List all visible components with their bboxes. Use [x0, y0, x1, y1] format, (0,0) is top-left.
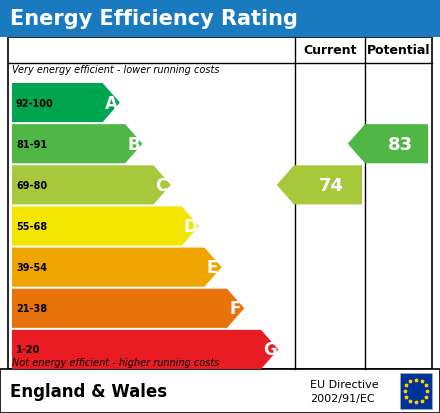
- Bar: [0, 369, 440, 413]
- Text: 74: 74: [319, 176, 344, 195]
- Text: 83: 83: [387, 135, 413, 153]
- Text: A: A: [105, 94, 117, 112]
- Text: England & Wales: England & Wales: [10, 382, 167, 400]
- Text: 92-100: 92-100: [16, 98, 54, 108]
- Text: 2002/91/EC: 2002/91/EC: [310, 393, 374, 403]
- Text: Potential: Potential: [367, 44, 430, 57]
- Bar: [400, 373, 432, 409]
- Bar: [8, 38, 432, 369]
- Text: 69-80: 69-80: [16, 180, 47, 190]
- Text: 39-54: 39-54: [16, 263, 47, 273]
- Polygon shape: [12, 125, 143, 164]
- Text: EU Directive: EU Directive: [310, 379, 379, 389]
- Polygon shape: [277, 166, 362, 205]
- Polygon shape: [12, 84, 120, 123]
- Text: 81-91: 81-91: [16, 139, 47, 150]
- Text: D: D: [184, 218, 198, 235]
- Text: G: G: [263, 341, 277, 358]
- Text: Not energy efficient - higher running costs: Not energy efficient - higher running co…: [12, 357, 220, 367]
- Polygon shape: [12, 166, 171, 205]
- Polygon shape: [12, 248, 222, 287]
- Text: Energy Efficiency Rating: Energy Efficiency Rating: [10, 9, 298, 29]
- Text: 1-20: 1-20: [16, 344, 40, 355]
- Text: Very energy efficient - lower running costs: Very energy efficient - lower running co…: [12, 65, 220, 75]
- Polygon shape: [12, 207, 199, 246]
- Polygon shape: [12, 289, 244, 328]
- Text: B: B: [127, 135, 140, 153]
- Bar: [0, 0, 440, 38]
- Text: Current: Current: [303, 44, 357, 57]
- Text: C: C: [155, 176, 168, 195]
- Polygon shape: [348, 125, 428, 164]
- Polygon shape: [12, 330, 279, 369]
- Text: E: E: [206, 259, 218, 276]
- Text: 21-38: 21-38: [16, 304, 47, 313]
- Text: 55-68: 55-68: [16, 221, 47, 231]
- Text: F: F: [229, 299, 240, 318]
